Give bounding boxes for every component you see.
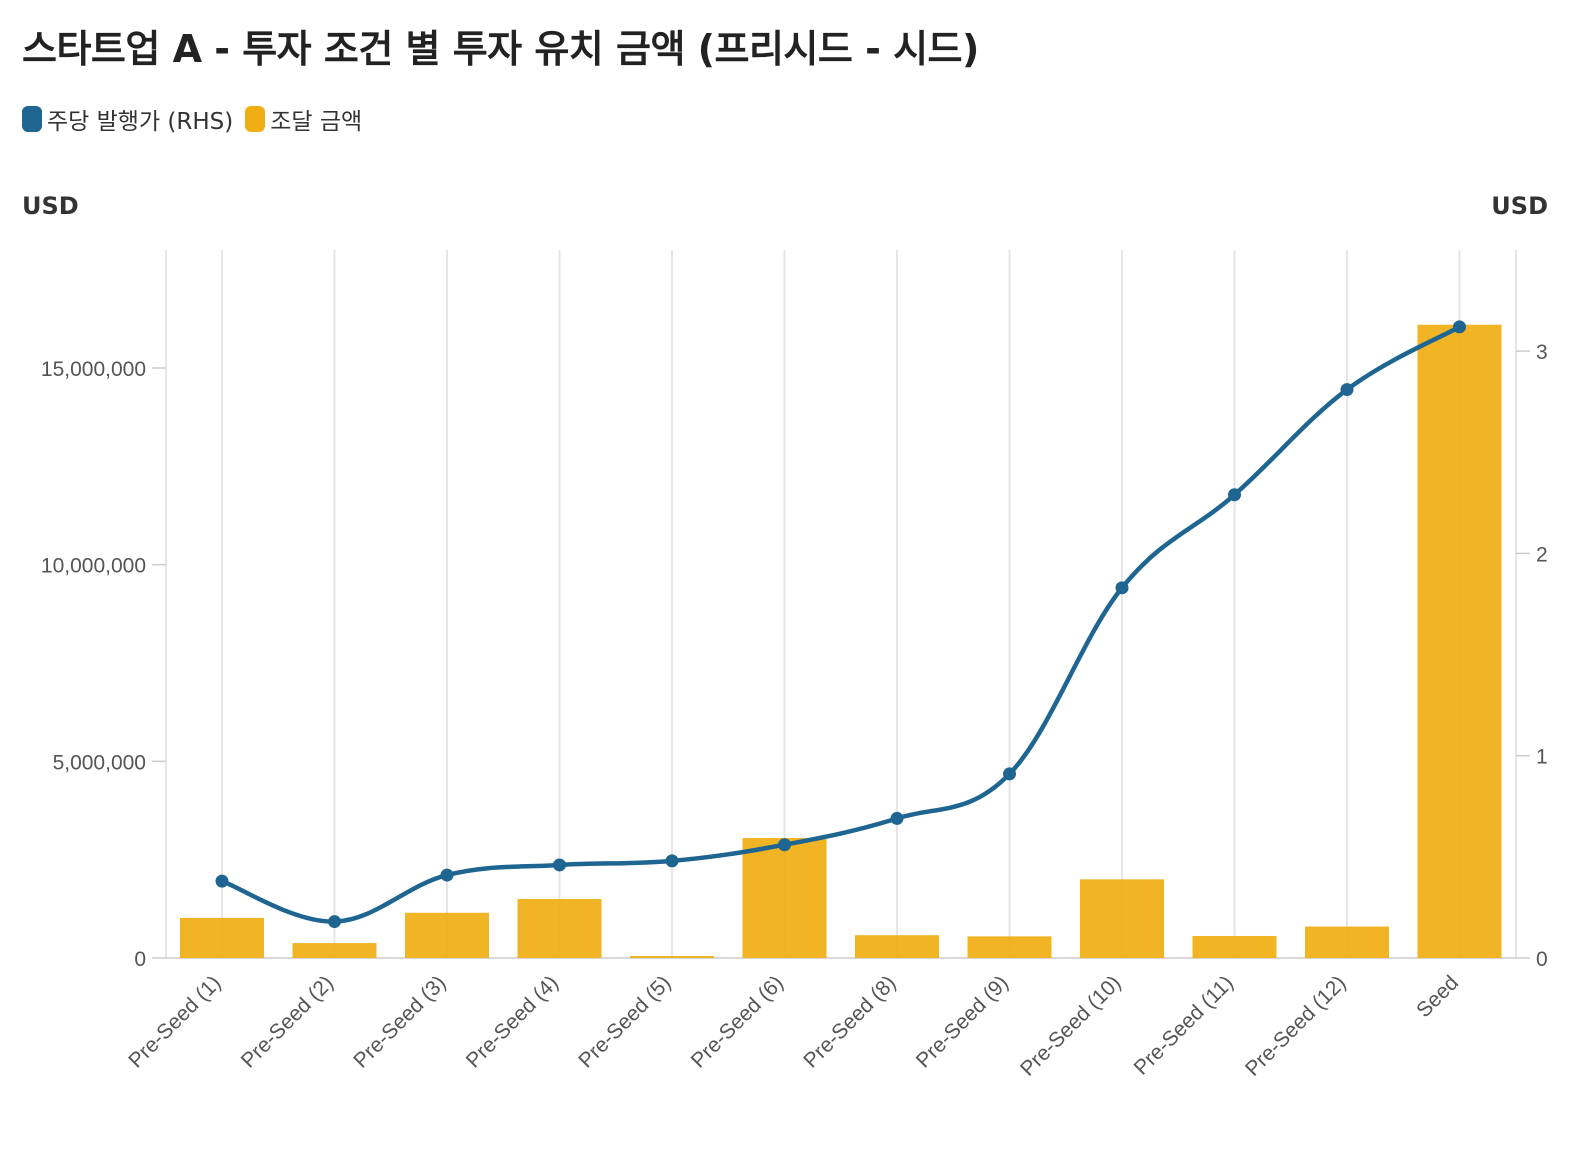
- price-line: [221, 324, 1461, 924]
- price-point: [1115, 581, 1129, 595]
- price-point: [890, 811, 904, 825]
- x-tick-label: Pre-Seed (9): [912, 971, 1013, 1072]
- price-point: [1228, 488, 1241, 502]
- x-tick-label: Seed: [1412, 971, 1463, 1022]
- x-tick-label: Pre-Seed (12): [1241, 971, 1351, 1081]
- bar: [1305, 926, 1389, 958]
- bar: [405, 912, 489, 958]
- bar: [630, 956, 714, 958]
- legend-label-price: 주당 발행가 (RHS): [47, 109, 234, 135]
- price-point: [440, 868, 454, 882]
- x-tick-label: Pre-Seed (3): [349, 971, 450, 1072]
- right-tick-label: 2: [1536, 543, 1548, 566]
- legend-label-amount: 조달 금액: [270, 109, 363, 135]
- left-axis-unit: USD: [22, 192, 79, 220]
- price-point: [1340, 383, 1354, 397]
- x-tick-label: Pre-Seed (2): [237, 971, 338, 1072]
- bar: [1080, 879, 1164, 958]
- right-tick-label: 0: [1536, 948, 1548, 971]
- x-tick-label: Pre-Seed (1): [124, 971, 225, 1072]
- left-tick-label: 15,000,000: [41, 358, 146, 381]
- right-axis-unit: USD: [1491, 192, 1548, 220]
- x-tick-label: Pre-Seed (8): [799, 971, 900, 1072]
- bar: [1417, 324, 1502, 958]
- bar: [1192, 935, 1277, 958]
- x-tick-label: Pre-Seed (11): [1130, 971, 1238, 1079]
- price-point: [215, 874, 229, 888]
- x-tick-label: Pre-Seed (4): [462, 971, 563, 1072]
- x-tick-label: Pre-Seed (10): [1016, 971, 1126, 1081]
- left-tick-label: 0: [134, 948, 146, 971]
- bar: [292, 943, 377, 958]
- left-tick-label: 5,000,000: [53, 751, 146, 774]
- price-point: [665, 854, 679, 868]
- legend-item-price[interactable]: 주당 발행가 (RHS): [22, 102, 233, 136]
- legend-swatch-price: [22, 106, 42, 132]
- right-tick-label: 1: [1536, 746, 1548, 769]
- legend-swatch-amount: [245, 106, 266, 132]
- price-point: [328, 915, 341, 929]
- bar: [855, 935, 939, 958]
- price-point: [1003, 767, 1016, 781]
- x-tick-label: Pre-Seed (6): [687, 971, 788, 1072]
- bar: [742, 838, 827, 958]
- x-tick-label: Pre-Seed (5): [574, 971, 675, 1072]
- bar: [180, 917, 264, 958]
- chart-title: 스타트업 A - 투자 조건 별 투자 유치 금액 (프리시드 - 시드): [22, 27, 979, 71]
- bar: [517, 899, 602, 958]
- left-tick-label: 10,000,000: [41, 555, 146, 578]
- legend: 주당 발행가 (RHS) 조달 금액: [22, 102, 374, 136]
- bar: [967, 936, 1052, 958]
- right-tick-label: 3: [1536, 341, 1548, 364]
- legend-item-amount[interactable]: 조달 금액: [245, 102, 362, 136]
- price-point: [553, 858, 566, 872]
- price-point: [778, 838, 791, 852]
- price-point: [1453, 320, 1466, 334]
